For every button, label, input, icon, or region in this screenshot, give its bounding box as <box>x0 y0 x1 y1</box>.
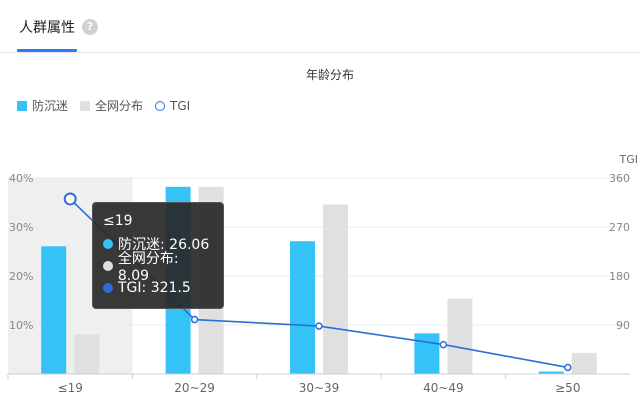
tooltip-row-tgi: TGI: 321.5 <box>103 277 213 299</box>
bar-network <box>447 298 473 374</box>
bar-anti-addiction <box>538 371 564 374</box>
bar-anti-addiction <box>414 333 440 374</box>
tooltip-row-anti-addiction: 防沉迷: 26.06 <box>103 233 213 255</box>
tooltip-title: ≤19 <box>103 213 133 229</box>
tooltip-dot-network <box>103 261 113 271</box>
tab-crowd-attributes[interactable]: 人群属性 <box>19 20 75 36</box>
chart-title: 年龄分布 <box>305 68 354 82</box>
tgi-point <box>439 340 448 349</box>
x-tick-label: ≥50 <box>555 381 580 395</box>
tooltip-row-network: 全网分布: 8.09 <box>103 251 213 284</box>
legend-item-network[interactable]: 全网分布 <box>80 97 143 114</box>
x-tick-label: 40~49 <box>423 381 464 395</box>
legend-swatch-anti-addiction <box>17 100 27 111</box>
x-tick-label: ≤19 <box>58 381 83 395</box>
right-tick-label: 360 <box>609 172 630 185</box>
legend-label-tgi: TGI <box>170 98 191 113</box>
legend: 防沉迷 全网分布 TGI <box>17 97 202 114</box>
tooltip-dot-anti-addiction <box>103 239 113 249</box>
legend-swatch-tgi <box>155 100 166 111</box>
right-axis-name: TGI <box>619 153 639 166</box>
bar-network <box>571 352 597 374</box>
right-tick-label: 90 <box>616 319 630 332</box>
legend-label-anti-addiction: 防沉迷 <box>32 99 69 113</box>
tab-bar: 人群属性 ? <box>0 0 640 53</box>
question-circle-icon[interactable]: ? <box>82 19 98 35</box>
bar-anti-addiction <box>41 246 67 374</box>
tgi-point <box>315 322 323 330</box>
right-tick-label: 180 <box>609 270 630 283</box>
legend-item-anti-addiction[interactable]: 防沉迷 <box>17 97 68 114</box>
left-tick-label: 30% <box>9 221 33 234</box>
tgi-point <box>190 315 199 324</box>
tooltip-text-tgi: TGI: 321.5 <box>118 280 191 296</box>
tgi-point <box>63 192 77 206</box>
bar-network <box>323 204 348 374</box>
left-tick-label: 10% <box>9 319 33 332</box>
chart-tooltip: ≤19 防沉迷: 26.06 全网分布: 8.09 TGI: 321.5 <box>92 202 224 309</box>
left-tick-label: 20% <box>9 270 33 283</box>
tooltip-text-network: 全网分布: 8.09 <box>117 251 179 284</box>
x-tick-label: 30~39 <box>299 381 340 395</box>
bar-network <box>74 334 100 374</box>
x-tick-label: 20~29 <box>174 381 215 395</box>
tab-active-indicator <box>17 49 77 52</box>
legend-swatch-network <box>80 100 91 111</box>
right-tick-label: 270 <box>609 221 630 234</box>
legend-item-tgi[interactable]: TGI <box>155 99 190 113</box>
bar-anti-addiction <box>290 241 315 374</box>
tooltip-dot-tgi <box>103 283 113 293</box>
legend-label-network: 全网分布 <box>95 99 144 113</box>
tgi-point <box>564 363 572 372</box>
tooltip-text-anti-addiction: 防沉迷: 26.06 <box>118 237 210 253</box>
left-tick-label: 40% <box>9 172 33 185</box>
